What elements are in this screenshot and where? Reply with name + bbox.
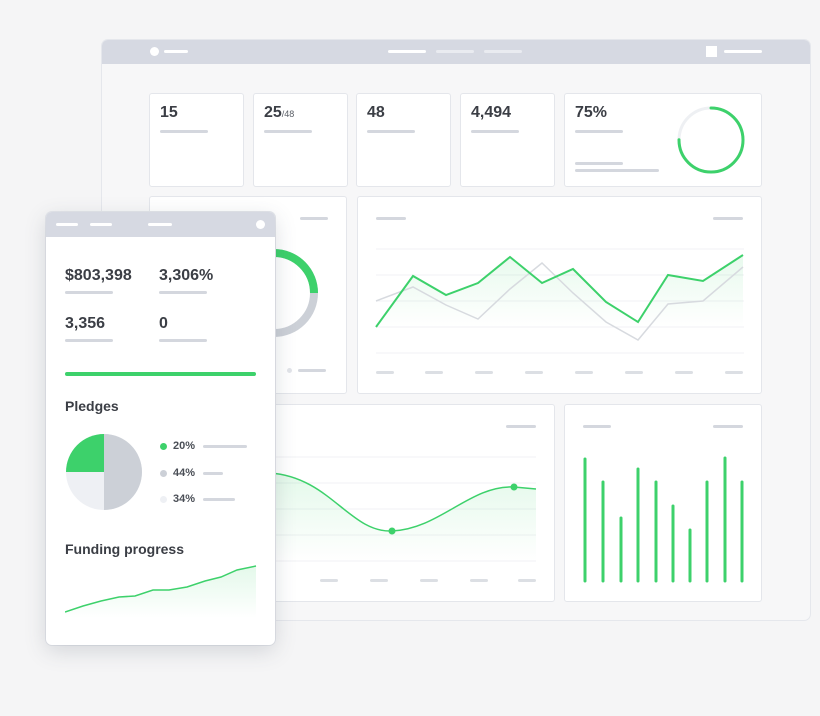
- stat-label-placeholder: [471, 130, 519, 133]
- stat-sub-placeholder: [575, 169, 659, 172]
- divider-accent: [65, 372, 256, 376]
- tab-active[interactable]: [388, 50, 426, 53]
- stat-card-2[interactable]: 25/48: [253, 93, 348, 187]
- metric-value: 0: [159, 315, 168, 332]
- stat-card-1[interactable]: 15: [149, 93, 244, 187]
- card-action-placeholder: [713, 425, 743, 428]
- user-name-placeholder: [724, 50, 762, 53]
- title-placeholder: [148, 223, 172, 226]
- stat-value: 25/48: [264, 104, 295, 121]
- stat-value: 15: [160, 104, 178, 121]
- metric-label-placeholder: [159, 339, 207, 342]
- card-header-placeholder: [300, 217, 328, 220]
- card-title-placeholder: [583, 425, 611, 428]
- stat-label-placeholder: [264, 130, 312, 133]
- x-axis-ticks: [376, 371, 743, 374]
- tab-2[interactable]: [436, 50, 474, 53]
- stat-card-4[interactable]: 4,494: [460, 93, 555, 187]
- legend-dot: [160, 469, 167, 477]
- stat-value: 48: [367, 104, 385, 121]
- stat-sub-placeholder: [575, 162, 623, 165]
- bars: [583, 456, 744, 583]
- pledges-pie-chart: [66, 434, 142, 510]
- metric-value: 3,306%: [159, 267, 214, 284]
- legend-label: 44%: [173, 467, 196, 479]
- pledge-legend-item: 34%: [160, 492, 235, 506]
- pledge-legend-item: 44%: [160, 466, 223, 480]
- menu-placeholder[interactable]: [90, 223, 112, 226]
- legend-dot: [160, 495, 167, 503]
- tab-3[interactable]: [484, 50, 522, 53]
- metric-value: $803,398: [65, 267, 132, 284]
- bar-chart-card[interactable]: [564, 404, 762, 602]
- metric-label-placeholder: [65, 291, 113, 294]
- title-placeholder: [164, 50, 188, 53]
- stat-label-placeholder: [575, 130, 623, 133]
- legend-placeholder: [298, 369, 326, 372]
- wave-chart: [269, 456, 537, 582]
- series-primary: [375, 254, 744, 328]
- legend-dot: [160, 442, 167, 450]
- mobile-titlebar: [46, 212, 275, 237]
- wave-point: [510, 483, 518, 491]
- user-avatar-icon[interactable]: [706, 46, 717, 57]
- wave-point: [388, 527, 396, 535]
- card-action-placeholder: [506, 425, 536, 428]
- card-action-placeholder: [713, 217, 743, 220]
- stat-value: 4,494: [471, 104, 512, 121]
- stat-label-placeholder: [160, 130, 208, 133]
- stat-card-3[interactable]: 48: [356, 93, 451, 187]
- funding-progress-chart: [65, 565, 257, 618]
- mobile-panel: $803,398 3,306% 3,356 0 Pledges 20% 44% …: [46, 212, 275, 645]
- card-title-placeholder: [376, 217, 406, 220]
- line-chart-card[interactable]: [357, 196, 762, 394]
- pledge-legend-item: 20%: [160, 439, 247, 453]
- metric-label-placeholder: [65, 339, 113, 342]
- legend-bar-placeholder: [203, 444, 247, 448]
- stat-label-placeholder: [367, 130, 415, 133]
- wave-area: [270, 473, 536, 561]
- metric-label-placeholder: [159, 291, 207, 294]
- mobile-control-dot[interactable]: [256, 220, 265, 229]
- area-fill: [376, 255, 743, 327]
- legend-dot: [287, 368, 292, 373]
- pledges-title: Pledges: [65, 398, 119, 414]
- series-secondary: [375, 261, 744, 341]
- legend-bar-placeholder: [203, 471, 223, 475]
- menu-placeholder[interactable]: [56, 223, 78, 226]
- x-axis-ticks: [320, 579, 536, 582]
- funding-progress-title: Funding progress: [65, 541, 184, 557]
- bar-chart: [583, 456, 744, 583]
- window-control-dot[interactable]: [150, 47, 159, 56]
- legend-label: 20%: [173, 440, 196, 452]
- progress-ring: [677, 106, 745, 174]
- legend-bar-placeholder: [203, 497, 235, 501]
- metric-value: 3,356: [65, 315, 106, 332]
- legend-label: 34%: [173, 493, 196, 505]
- line-chart: [375, 248, 744, 374]
- window-titlebar: [102, 40, 810, 64]
- stat-card-progress[interactable]: 75%: [564, 93, 762, 187]
- stat-value: 75%: [575, 104, 608, 121]
